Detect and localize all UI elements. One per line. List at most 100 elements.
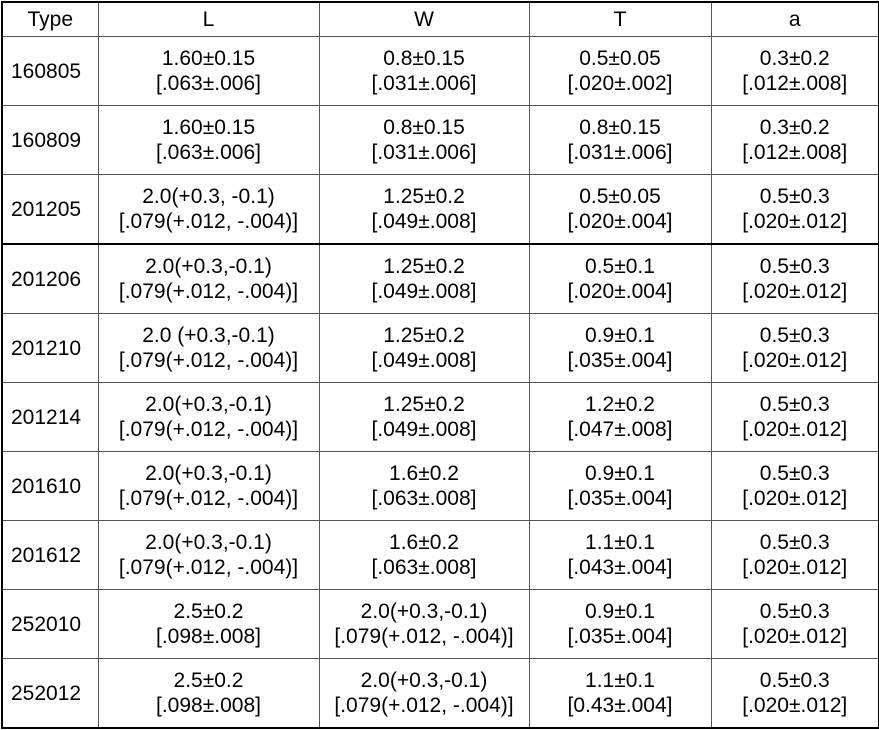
cell-line: [.035±.004] bbox=[567, 487, 673, 510]
cell-line: [.043±.004] bbox=[567, 556, 673, 579]
cell-line: 1.25±0.2 bbox=[383, 324, 465, 347]
value-cell: 1.25±0.2 [.049±.008] bbox=[318, 382, 530, 452]
value-cell: 0.5±0.3 [.020±.012] bbox=[710, 382, 879, 452]
value-cell: 2.0(+0.3,-0.1) [.079(+.012, -.004)] bbox=[97, 451, 320, 521]
value-cell: 1.60±0.15 [.063±.006] bbox=[97, 36, 320, 106]
type-cell: 201214 bbox=[1, 382, 99, 452]
cell-line: 2.0(+0.3,-0.1) bbox=[360, 669, 488, 692]
cell-line: 0.8±0.15 bbox=[383, 116, 465, 139]
cell-line: [.079(+.012, -.004)] bbox=[118, 210, 299, 233]
type-cell: 201206 bbox=[1, 243, 99, 314]
cell-line: [.047±.008] bbox=[567, 418, 673, 441]
value-cell: 0.5±0.3 [.020±.012] bbox=[710, 243, 879, 314]
table-row: 201210 2.0 (+0.3,-0.1) [.079(+.012, -.004)… bbox=[1, 313, 879, 383]
cell-line: [.031±.006] bbox=[567, 141, 673, 164]
value-cell: 1.60±0.15 [.063±.006] bbox=[97, 105, 320, 175]
cell-line: 0.5±0.3 bbox=[759, 669, 830, 692]
cell-line: [.079(+.012, -.004)] bbox=[334, 625, 514, 648]
value-cell: 0.9±0.1 [.035±.004] bbox=[528, 313, 712, 383]
cell-line: [.012±.008] bbox=[742, 141, 848, 164]
table-row: 252012 2.5±0.2 [.098±.008] 2.0(+0.3,-0.1) [.… bbox=[1, 658, 879, 729]
value-cell: 2.0 (+0.3,-0.1) [.079(+.012, -.004)] bbox=[97, 313, 320, 383]
cell-line: [.020±.012] bbox=[742, 487, 848, 510]
value-cell: 1.1±0.1 [.043±.004] bbox=[528, 520, 712, 590]
value-cell: 0.5±0.3 [.020±.012] bbox=[710, 589, 879, 659]
value-cell: 0.9±0.1 [.035±.004] bbox=[528, 589, 712, 659]
cell-line: 1.25±0.2 bbox=[383, 255, 465, 278]
cell-line: [.020±.012] bbox=[742, 694, 848, 717]
value-cell: 2.0(+0.3, -0.1) [.079(+.012, -.004)] bbox=[97, 174, 320, 245]
cell-line: 0.5±0.3 bbox=[759, 462, 830, 485]
cell-line: 2.5±0.2 bbox=[173, 600, 244, 623]
header-cell: a bbox=[710, 1, 879, 37]
cell-line: 0.9±0.1 bbox=[585, 600, 655, 623]
value-cell: 0.5±0.05 [.020±.002] bbox=[528, 36, 712, 106]
cell-line: 0.5±0.3 bbox=[759, 255, 830, 278]
cell-line: 1.1±0.1 bbox=[585, 669, 655, 692]
value-cell: 0.8±0.15 [.031±.006] bbox=[318, 36, 530, 106]
cell-line: 1.6±0.2 bbox=[389, 531, 459, 554]
header-cell: Type bbox=[1, 1, 99, 37]
value-cell: 1.25±0.2 [.049±.008] bbox=[318, 174, 530, 245]
value-cell: 2.0(+0.3,-0.1) [.079(+.012, -.004)] bbox=[97, 243, 320, 314]
type-cell: 252012 bbox=[1, 658, 99, 729]
cell-line: [.079(+.012, -.004)] bbox=[118, 487, 299, 510]
cell-line: [.035±.004] bbox=[567, 625, 673, 648]
cell-line: [.063±.008] bbox=[371, 487, 477, 510]
cell-line: [.012±.008] bbox=[742, 72, 848, 95]
type-cell: 252010 bbox=[1, 589, 99, 659]
value-cell: 0.9±0.1 [.035±.004] bbox=[528, 451, 712, 521]
cell-line: 2.0(+0.3,-0.1) bbox=[145, 393, 272, 416]
cell-line: 1.25±0.2 bbox=[383, 393, 465, 416]
cell-line: [.049±.008] bbox=[371, 280, 477, 303]
value-cell: 0.3±0.2 [.012±.008] bbox=[710, 36, 879, 106]
cell-line: [.020±.012] bbox=[742, 280, 848, 303]
value-cell: 1.25±0.2 [.049±.008] bbox=[318, 313, 530, 383]
value-cell: 0.5±0.1 [.020±.004] bbox=[528, 243, 712, 314]
cell-line: 1.1±0.1 bbox=[585, 531, 655, 554]
cell-line: 0.5±0.3 bbox=[759, 185, 830, 208]
cell-line: [.020±.012] bbox=[742, 349, 848, 372]
cell-line: [.031±.006] bbox=[371, 141, 477, 164]
cell-line: [.063±.008] bbox=[371, 556, 477, 579]
cell-line: [.063±.006] bbox=[156, 141, 261, 164]
table-row: 201610 2.0(+0.3,-0.1) [.079(+.012, -.004)]… bbox=[1, 451, 879, 521]
value-cell: 2.0(+0.3,-0.1) [.079(+.012, -.004)] bbox=[318, 589, 530, 659]
value-cell: 2.5±0.2 [.098±.008] bbox=[97, 658, 320, 729]
cell-line: 2.0 (+0.3,-0.1) bbox=[142, 324, 275, 347]
cell-line: 0.8±0.15 bbox=[579, 116, 661, 139]
cell-line: 2.0(+0.3,-0.1) bbox=[145, 531, 272, 554]
cell-line: [.031±.006] bbox=[371, 72, 477, 95]
table-row: 160809 1.60±0.15 [.063±.006] 0.8±0.15 [.031±… bbox=[1, 105, 879, 175]
value-cell: 0.8±0.15 [.031±.006] bbox=[528, 105, 712, 175]
value-cell: 1.25±0.2 [.049±.008] bbox=[318, 243, 530, 314]
value-cell: 1.6±0.2 [.063±.008] bbox=[318, 451, 530, 521]
value-cell: 2.5±0.2 [.098±.008] bbox=[97, 589, 320, 659]
type-cell: 160809 bbox=[1, 105, 99, 175]
cell-line: 0.5±0.05 bbox=[579, 47, 661, 70]
cell-line: [.098±.008] bbox=[156, 625, 261, 648]
cell-line: [.079(+.012, -.004)] bbox=[118, 280, 299, 303]
table-row: 201214 2.0(+0.3,-0.1) [.079(+.012, -.004)]… bbox=[1, 382, 879, 452]
value-cell: 2.0(+0.3,-0.1) [.079(+.012, -.004)] bbox=[97, 382, 320, 452]
header-cell: T bbox=[528, 1, 712, 37]
cell-line: [.020±.012] bbox=[742, 210, 848, 233]
cell-line: [.049±.008] bbox=[371, 210, 477, 233]
cell-line: 2.0(+0.3, -0.1) bbox=[142, 185, 275, 208]
cell-line: 0.3±0.2 bbox=[759, 116, 830, 139]
table-row: 201206 2.0(+0.3,-0.1) [.079(+.012, -.004)]… bbox=[1, 243, 879, 314]
cell-line: [.049±.008] bbox=[371, 418, 477, 441]
table-row: 201612 2.0(+0.3,-0.1) [.079(+.012, -.004)]… bbox=[1, 520, 879, 590]
cell-line: [.049±.008] bbox=[371, 349, 477, 372]
cell-line: [.020±.012] bbox=[742, 418, 848, 441]
cell-line: 1.2±0.2 bbox=[585, 393, 655, 416]
value-cell: 0.3±0.2 [.012±.008] bbox=[710, 105, 879, 175]
cell-line: [.020±.012] bbox=[742, 556, 848, 579]
value-cell: 2.0(+0.3,-0.1) [.079(+.012, -.004)] bbox=[318, 658, 530, 729]
cell-line: 0.5±0.3 bbox=[759, 324, 830, 347]
cell-line: [.035±.004] bbox=[567, 349, 673, 372]
cell-line: 1.25±0.2 bbox=[383, 185, 465, 208]
